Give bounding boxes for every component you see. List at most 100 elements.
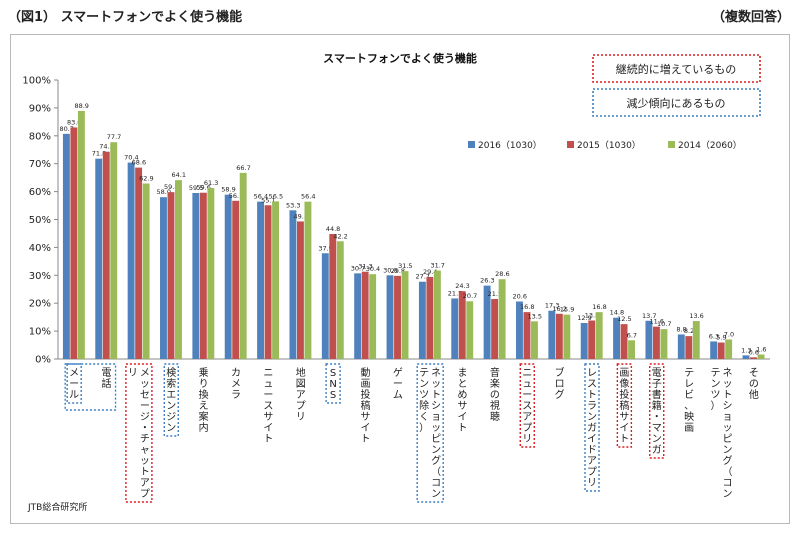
data-label: 29.4 [423, 268, 437, 276]
category-label-char: 画 [684, 423, 694, 434]
category-label-char: ス [263, 401, 273, 412]
bar-2014 [142, 183, 150, 359]
category-label-char: ム [393, 389, 403, 401]
category-label-char: 画 [619, 368, 629, 379]
category-label-char: ト [619, 434, 629, 445]
category-label-char: 電 [652, 367, 662, 379]
category-label-char: 乗 [199, 367, 209, 379]
category-label-char: サ [360, 411, 370, 423]
y-tick-label: 0% [35, 355, 51, 366]
bar-2016 [613, 317, 621, 359]
bar-2015 [426, 276, 434, 359]
decreasing-category-box [416, 363, 444, 503]
data-label: 58.9 [221, 186, 235, 194]
category-label-char: ニ [263, 368, 273, 379]
bar-2014 [369, 274, 377, 359]
data-label: 59.5 [189, 184, 203, 192]
category-label-char: 電 [102, 367, 112, 379]
data-label: 11.6 [649, 318, 663, 326]
mail-phone-category-box [64, 363, 117, 411]
data-label: 13.8 [585, 311, 599, 319]
category-label-char: ま [458, 367, 468, 379]
category-label-char: テ [684, 368, 694, 379]
bar-2016 [451, 298, 459, 359]
decreasing-category-box [325, 363, 341, 404]
data-label: 56.4 [301, 193, 315, 201]
data-label: 31.7 [430, 262, 444, 270]
category-label-char: 画 [360, 379, 370, 390]
y-tick-label: 20% [29, 299, 51, 310]
category-label-char: セ [140, 389, 150, 401]
category-label-char: イ [619, 423, 629, 434]
category-label-char: レ [684, 379, 694, 390]
bar-2015 [750, 357, 757, 359]
data-label: 59.6 [196, 184, 210, 192]
category-label-char: ピ [431, 433, 441, 445]
category-label-char: ー [263, 390, 273, 401]
y-tick-label: 10% [29, 327, 51, 338]
data-label: 1.3 [741, 346, 751, 354]
category-label-char: ト [140, 467, 150, 478]
data-label: 88.9 [74, 102, 88, 110]
category-label-char: ロ [555, 379, 565, 390]
category-label-char: ツ [419, 390, 429, 401]
y-tick-label: 50% [29, 215, 51, 226]
data-label: 1.6 [756, 346, 766, 354]
bar-2014 [110, 142, 118, 359]
data-label: 12.9 [577, 314, 591, 322]
category-label-char: グ [555, 388, 565, 401]
bar-2014 [692, 321, 700, 359]
data-label: 61.3 [204, 179, 218, 187]
category-label-char: ネ [722, 367, 732, 379]
data-label: 55.1 [261, 196, 275, 204]
category-label-char: ン [419, 379, 429, 390]
data-label: 8.8 [676, 325, 686, 333]
bar-2014 [304, 201, 312, 359]
bar-2014 [628, 340, 636, 359]
bar-2014 [175, 180, 182, 359]
category-label-char: ー [393, 379, 403, 390]
decreasing-category-box [163, 363, 179, 437]
category-label-char: リ [522, 434, 532, 445]
category-label-char: シ [722, 401, 732, 412]
category-label-char: ビ [684, 389, 694, 401]
figure-title: （図1） スマートフォンでよく使う機能 [8, 10, 243, 25]
y-tick-label: 100% [22, 76, 51, 87]
category-label-char: S [330, 390, 336, 401]
category-label-char: プ [140, 488, 150, 500]
data-label: 20.7 [463, 292, 477, 300]
category-label-char: N [329, 379, 336, 390]
category-label-char: ル [69, 390, 79, 401]
category-label-char: ラ [231, 389, 241, 401]
category-label-char: ト [263, 434, 273, 445]
bar-2015 [135, 167, 143, 359]
data-label: 8.2 [684, 327, 694, 335]
bar-2015 [685, 336, 693, 359]
category-label-char: ト [458, 423, 468, 434]
data-label: 15.9 [560, 306, 574, 314]
bar-2014 [498, 279, 506, 359]
bar-2016 [677, 334, 685, 359]
bar-2015 [167, 192, 175, 359]
bar-2015 [232, 200, 240, 359]
category-label-char: ン [722, 489, 732, 500]
data-label: 42.2 [333, 232, 347, 240]
category-label-char: ガ [652, 444, 662, 456]
category-label-char: イ [458, 412, 468, 423]
decreasing-category-box [66, 363, 82, 404]
category-label-char: ト [360, 434, 370, 445]
category-label-char: ャ [140, 445, 150, 456]
category-label-char: ガ [587, 422, 597, 434]
bar-2015 [555, 313, 563, 359]
category-label-char: ジ [140, 412, 150, 423]
category-label-char: ン [587, 412, 597, 423]
data-label: 70.4 [124, 154, 138, 162]
data-label: 16.8 [592, 303, 606, 311]
decreasing-legend-box [592, 88, 761, 117]
data-label: 80.7 [59, 125, 73, 133]
category-label-char: 内 [199, 421, 209, 434]
category-label-char: リ [296, 412, 306, 423]
bar-2016 [386, 275, 394, 359]
increasing-legend-box [592, 54, 761, 83]
